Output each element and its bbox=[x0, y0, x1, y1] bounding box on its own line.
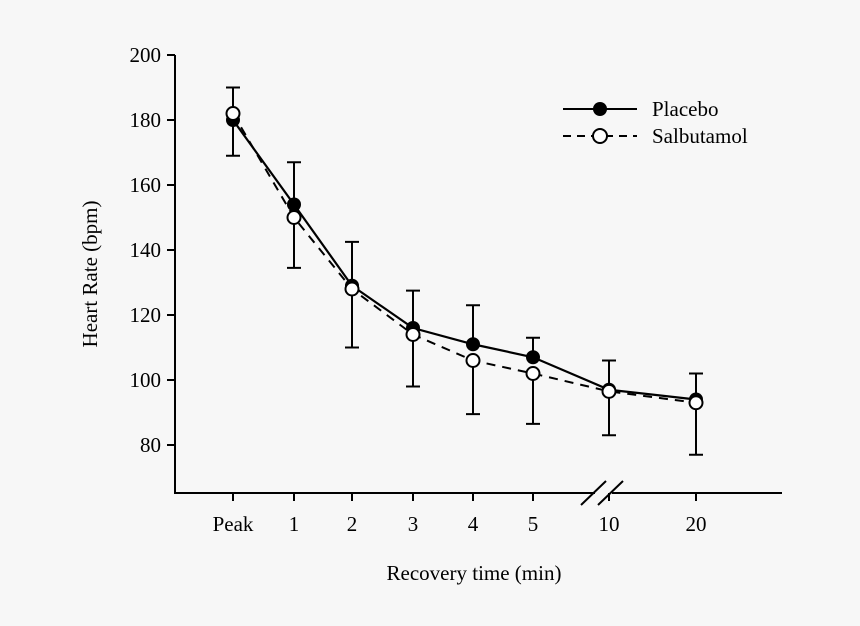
x-tick-label: 3 bbox=[408, 512, 419, 536]
x-tick-label: 1 bbox=[289, 512, 300, 536]
salbutamol-point bbox=[688, 395, 704, 411]
legend-placebo-marker bbox=[593, 102, 607, 116]
y-tick-label: 160 bbox=[130, 173, 162, 197]
placebo-point bbox=[287, 197, 301, 212]
salbutamol-point bbox=[225, 106, 241, 121]
x-tick-label: 10 bbox=[599, 512, 620, 536]
salbutamol-line bbox=[232, 112, 697, 404]
salbutamol-point bbox=[405, 327, 421, 342]
x-tick-label: 5 bbox=[528, 512, 539, 536]
legend-salbutamol-marker bbox=[592, 128, 608, 144]
salbutamol-point bbox=[286, 210, 302, 225]
legend-salbutamol-label: Salbutamol bbox=[652, 124, 748, 148]
y-tick-label: 200 bbox=[130, 43, 162, 67]
salbutamol-point bbox=[344, 281, 360, 297]
x-tick-label: 4 bbox=[468, 512, 479, 536]
salbutamol-point bbox=[465, 353, 481, 368]
y-tick-label: 180 bbox=[130, 108, 162, 132]
placebo-line bbox=[232, 119, 697, 401]
x-tick-label: Peak bbox=[213, 512, 254, 536]
x-tick-label: 2 bbox=[347, 512, 358, 536]
y-tick-label: 80 bbox=[140, 433, 161, 457]
legend-placebo-label: Placebo bbox=[652, 97, 718, 121]
axis-break-mark bbox=[580, 480, 607, 506]
salbutamol-point bbox=[525, 366, 541, 381]
y-tick-label: 100 bbox=[130, 368, 162, 392]
x-axis-label: Recovery time (min) bbox=[387, 561, 562, 585]
placebo-point bbox=[466, 337, 480, 352]
y-tick-label: 140 bbox=[130, 238, 162, 262]
axis-break-mark bbox=[597, 480, 624, 506]
y-axis-label: Heart Rate (bpm) bbox=[78, 201, 102, 348]
placebo-point bbox=[526, 350, 540, 365]
legend: Placebo Salbutamol bbox=[563, 97, 748, 148]
salbutamol-point bbox=[601, 383, 617, 399]
x-tick-label: 20 bbox=[686, 512, 707, 536]
y-tick-label: 120 bbox=[130, 303, 162, 327]
